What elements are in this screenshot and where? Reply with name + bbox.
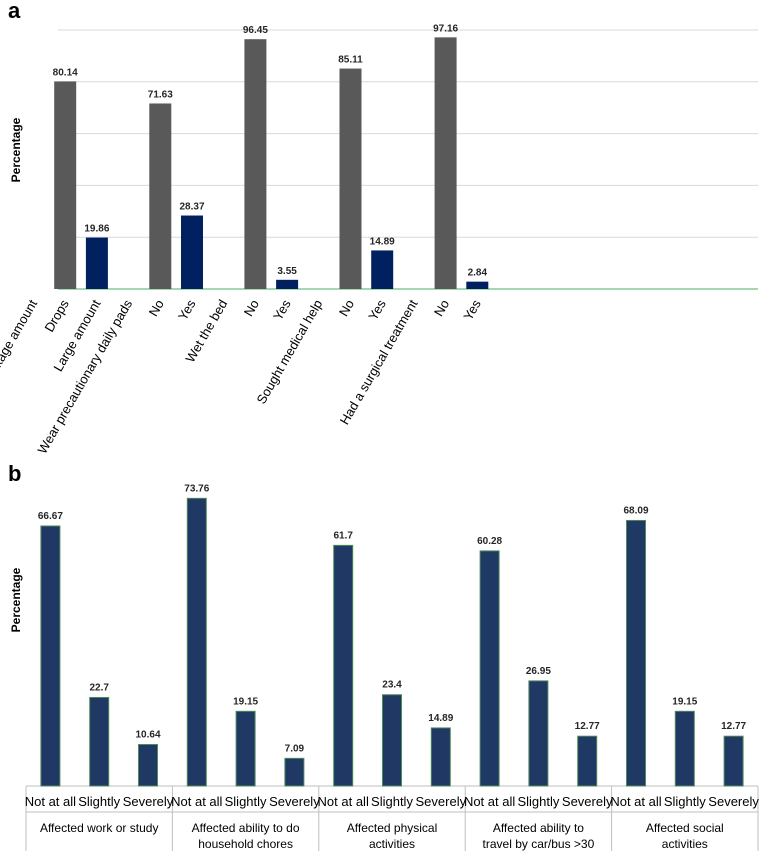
data-label: 28.37 — [179, 202, 204, 213]
bar — [244, 39, 267, 289]
data-label: 61.7 — [333, 530, 353, 541]
x-tick-label: Severely — [562, 794, 613, 809]
data-label: 71.63 — [148, 89, 173, 100]
bar — [626, 519, 646, 787]
data-label: 7.09 — [285, 743, 305, 754]
bar — [577, 735, 598, 787]
bar — [89, 696, 110, 787]
bar — [466, 281, 489, 289]
bar — [371, 250, 394, 289]
x-tick-label: Yes — [460, 297, 484, 323]
bar — [434, 37, 457, 290]
bar — [382, 694, 402, 787]
bar — [723, 735, 744, 787]
bar — [40, 525, 61, 787]
bar — [181, 215, 203, 289]
bar — [479, 550, 500, 787]
bar — [276, 279, 299, 289]
x-tick-label: Severely — [269, 794, 320, 809]
bar — [339, 68, 362, 290]
x-tick-label: Leakage amount — [0, 297, 40, 389]
x-tick-label: Severely — [708, 794, 759, 809]
x-tick-label: Not at all — [171, 794, 222, 809]
group-label: Affected physical activities — [347, 821, 438, 851]
group-label: Affected ability to do household chores — [192, 821, 300, 851]
data-label: 23.4 — [382, 680, 402, 691]
x-tick-label: Slightly — [225, 794, 267, 809]
group-label: Affected work or study — [40, 821, 159, 835]
data-label: 14.89 — [428, 713, 453, 724]
bar — [85, 237, 108, 289]
data-label: 3.55 — [277, 266, 297, 277]
group-label: Affected social activities — [646, 821, 724, 851]
bar — [430, 727, 451, 787]
bar — [235, 710, 256, 787]
x-tick-label: No — [241, 297, 262, 319]
x-tick-label: Not at all — [25, 794, 76, 809]
x-tick-label: No — [336, 297, 357, 319]
data-label: 80.14 — [53, 67, 78, 78]
data-label: 60.28 — [477, 536, 502, 547]
bar — [333, 544, 354, 787]
bar — [284, 757, 305, 787]
bar — [186, 497, 207, 787]
bar — [149, 103, 172, 289]
panel-b-ylabel: Percentage — [9, 567, 23, 632]
x-tick-label: Not at all — [610, 794, 661, 809]
bar — [138, 744, 158, 787]
data-label: 10.64 — [135, 730, 160, 741]
data-label: 2.84 — [468, 268, 488, 279]
data-label: 14.89 — [370, 236, 395, 247]
x-tick-label: Yes — [175, 297, 199, 323]
data-label: 26.95 — [526, 666, 551, 677]
x-tick-label: Slightly — [371, 794, 413, 809]
data-label: 19.86 — [84, 224, 109, 235]
panel-b-chart: 66.67 Not at all 22.7 Slightly 10.64 Severely… — [25, 483, 759, 853]
panel-b-letter: b — [8, 461, 21, 486]
x-tick-label: Slightly — [78, 794, 120, 809]
x-tick-label: Sought medical help — [254, 297, 326, 407]
bar — [54, 81, 77, 289]
bar — [674, 710, 695, 787]
data-label: 73.76 — [184, 483, 209, 494]
panel-a-ylabel: Percentage — [9, 117, 23, 182]
panel-a-letter: a — [8, 0, 21, 23]
x-tick-label: Not at all — [464, 794, 515, 809]
data-label: 22.7 — [89, 682, 109, 693]
x-tick-label: Drops — [41, 297, 72, 335]
x-tick-label: Not at all — [318, 794, 369, 809]
data-label: 66.67 — [38, 511, 63, 522]
bar — [528, 680, 549, 787]
x-tick-label: No — [431, 297, 452, 319]
data-label: 85.11 — [338, 55, 363, 66]
data-label: 19.15 — [672, 696, 697, 707]
x-tick-label: Yes — [365, 297, 389, 323]
x-tick-label: Severely — [416, 794, 467, 809]
x-tick-label: Slightly — [517, 794, 559, 809]
data-label: 19.15 — [233, 696, 258, 707]
group-label: Affected ability to travel by car/bus >30… — [483, 821, 595, 853]
data-label: 68.09 — [623, 505, 648, 516]
x-tick-label: Yes — [270, 297, 294, 323]
x-tick-label: Slightly — [664, 794, 706, 809]
data-label: 12.77 — [721, 721, 746, 732]
data-label: 97.16 — [433, 23, 458, 34]
x-tick-label: No — [146, 297, 167, 319]
data-label: 96.45 — [243, 25, 268, 36]
data-label: 12.77 — [575, 721, 600, 732]
x-tick-label: Severely — [123, 794, 174, 809]
